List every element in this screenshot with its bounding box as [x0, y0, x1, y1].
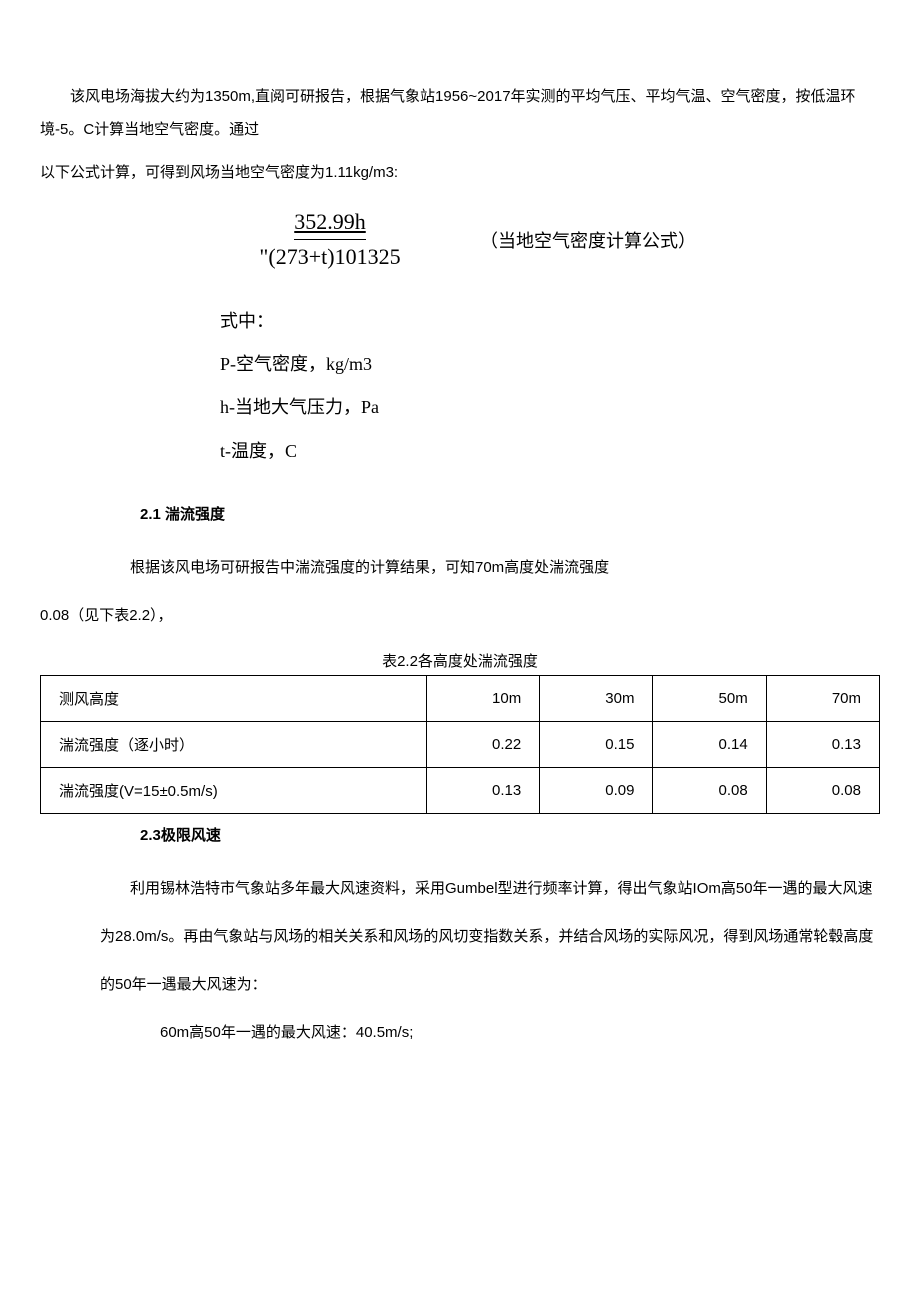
table-cell-value: 0.13 [766, 721, 879, 767]
legend-line-3: t-温度，C [220, 430, 880, 473]
formula-numerator: 352.99h [294, 209, 366, 240]
table-cell-value: 30m [540, 675, 653, 721]
formula-block: 352.99h "(273+t)101325 （当地空气密度计算公式） [40, 209, 880, 270]
table-cell-label: 湍流强度(V=15±0.5m/s) [41, 767, 427, 813]
formula-denominator: "(273+t)101325 [220, 240, 440, 270]
table-row: 测风高度 10m 30m 50m 70m [41, 675, 880, 721]
table-cell-value: 10m [426, 675, 539, 721]
table-cell-value: 0.14 [653, 721, 766, 767]
table-cell-value: 0.08 [766, 767, 879, 813]
legend-line-2: h-当地大气压力，Pa [220, 386, 880, 429]
table-cell-value: 0.09 [540, 767, 653, 813]
table-cell-label: 测风高度 [41, 675, 427, 721]
table-2-2: 测风高度 10m 30m 50m 70m 湍流强度（逐小时） 0.22 0.15… [40, 675, 880, 814]
section-2-1-p2: 0.08（见下表2.2）， [40, 592, 880, 640]
table-cell-value: 0.15 [540, 721, 653, 767]
formula-note: （当地空气密度计算公式） [480, 227, 696, 253]
section-2-3-p1: 利用锡林浩特市气象站多年最大风速资料，采用Gumbel型进行频率计算，得出气象站… [100, 865, 880, 1009]
table-row: 湍流强度（逐小时） 0.22 0.15 0.14 0.13 [41, 721, 880, 767]
section-2-1-p1: 根据该风电场可研报告中湍流强度的计算结果，可知70m高度处湍流强度 [100, 544, 880, 592]
table-row: 湍流强度(V=15±0.5m/s) 0.13 0.09 0.08 0.08 [41, 767, 880, 813]
intro-paragraph-1: 该风电场海拔大约为1350m,直阅可研报告，根据气象站1956~2017年实测的… [40, 80, 880, 146]
legend-line-1: P-空气密度，kg/m3 [220, 343, 880, 386]
formula-fraction: 352.99h "(273+t)101325 [220, 209, 440, 270]
section-2-3-heading: 2.3极限风速 [140, 824, 880, 845]
legend-block: 式中： P-空气密度，kg/m3 h-当地大气压力，Pa t-温度，C [220, 300, 880, 473]
table-cell-value: 70m [766, 675, 879, 721]
table-cell-value: 0.22 [426, 721, 539, 767]
intro-paragraph-2: 以下公式计算，可得到风场当地空气密度为1.11kg/m3: [40, 156, 880, 189]
table-2-2-caption: 表2.2各高度处湍流强度 [40, 650, 880, 671]
legend-head: 式中： [220, 300, 880, 343]
table-cell-value: 0.08 [653, 767, 766, 813]
table-cell-label: 湍流强度（逐小时） [41, 721, 427, 767]
section-2-3-p2: 60m高50年一遇的最大风速：40.5m/s; [160, 1009, 880, 1057]
section-2-1-heading: 2.1 湍流强度 [140, 503, 880, 524]
table-cell-value: 50m [653, 675, 766, 721]
table-cell-value: 0.13 [426, 767, 539, 813]
